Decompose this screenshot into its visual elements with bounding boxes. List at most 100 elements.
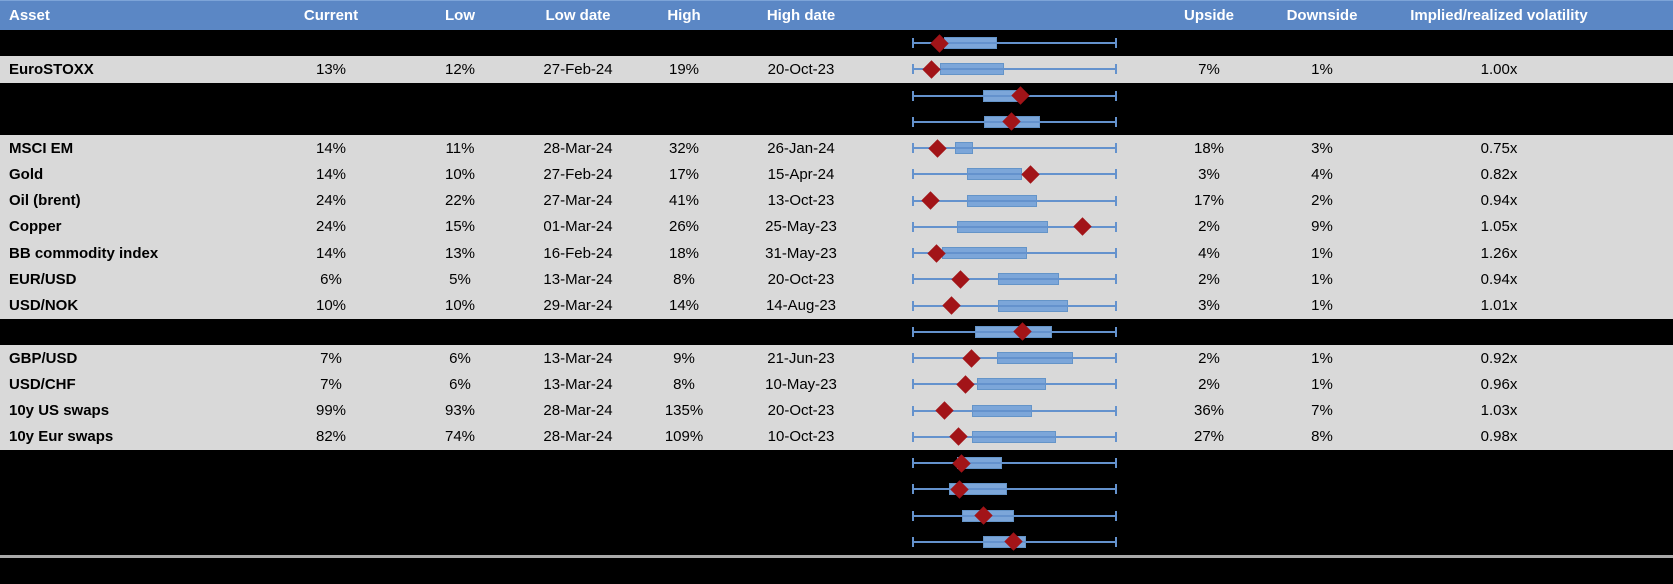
bottom-black-band	[0, 558, 1673, 584]
ivrv-cell: 0.92x	[1480, 349, 1518, 367]
downside-cell: 4%	[1311, 165, 1333, 183]
ivrv-cell: 0.96x	[1480, 375, 1518, 393]
low-cell: 6%	[449, 375, 471, 393]
upside-cell: 27%	[1193, 428, 1225, 446]
boxplot-low-cap	[912, 64, 914, 75]
high_date-cell: 15-Apr-24	[767, 165, 835, 183]
high-cell: 135%	[664, 402, 704, 420]
header-cell-label: Asset	[9, 7, 50, 24]
high-cell: 26%	[668, 218, 700, 236]
boxplot-high-cap	[1115, 38, 1117, 49]
low-cell: 5%	[449, 270, 471, 288]
ivrv-cell: 1.03x	[1480, 402, 1518, 420]
asset-row: Copper 24% 15% 01-Mar-24 26% 25-May-23 2% 9% 1.0…	[0, 213, 1673, 240]
asset-row: Gold 14% 10% 27-Feb-24 17% 15-Apr-24 3% 4% 0.82x	[0, 161, 1673, 188]
upside-cell: 7%	[1198, 60, 1220, 78]
downside-cell: 7%	[1311, 402, 1333, 420]
asset-name-cell: BB commodity index	[9, 244, 159, 262]
high_date-cell: 20-Oct-23	[767, 270, 835, 288]
high-cell: 41%	[668, 192, 700, 210]
ivrv-cell: 0.98x	[1480, 428, 1518, 446]
low_date-cell: 27-Feb-24	[543, 165, 613, 183]
low_date-cell: 28-Mar-24	[543, 139, 613, 157]
high_date-cell: 10-Oct-23	[767, 428, 835, 446]
boxplot-whisker-line	[913, 278, 1116, 281]
asset-name-cell: Copper	[9, 218, 62, 236]
header-cell-low_date: Low date	[545, 7, 611, 24]
downside-cell: 9%	[1311, 218, 1333, 236]
low_date-cell: 28-Mar-24	[543, 428, 613, 446]
asset-row: EuroSTOXX 13% 12% 27-Feb-24 19% 20-Oct-23 7% 1%…	[0, 56, 1673, 83]
current-cell: 14%	[315, 165, 347, 183]
downside-cell: 1%	[1311, 375, 1333, 393]
low_date-cell: 01-Mar-24	[543, 218, 613, 236]
asset-row: USD/CHF 7% 6% 13-Mar-24 8% 10-May-23 2% 1% 0.96x	[0, 371, 1673, 398]
header-cell-high_date: High date	[766, 7, 836, 24]
hidden-asset-row	[0, 528, 1673, 555]
low_date-cell: 27-Feb-24	[543, 60, 613, 78]
boxplot-high-cap	[1115, 510, 1117, 521]
asset-row: 10y US swaps 99% 93% 28-Mar-24 135% 20-Oct-23…	[0, 397, 1673, 424]
boxplot-whisker-line	[913, 199, 1116, 202]
ivrv-cell: 1.26x	[1480, 244, 1518, 262]
downside-cell: 8%	[1311, 428, 1333, 446]
boxplot-low-cap	[912, 169, 914, 180]
current-cell: 7%	[320, 375, 342, 393]
high_date-cell: 21-Jun-23	[767, 349, 835, 367]
current-value-diamond-icon	[934, 401, 954, 420]
boxplot-low-cap	[912, 300, 914, 311]
boxplot-whisker-line	[913, 409, 1116, 412]
high_date-cell: 14-Aug-23	[765, 297, 837, 315]
high_date-cell: 31-May-23	[765, 244, 837, 262]
boxplot-high-cap	[1115, 458, 1117, 469]
boxplot-low-cap	[912, 353, 914, 364]
boxplot-high-cap	[1115, 248, 1117, 259]
upside-cell: 17%	[1193, 192, 1225, 210]
upside-cell: 2%	[1198, 218, 1220, 236]
asset-row: BB commodity index 14% 13% 16-Feb-24 18% 31-M…	[0, 240, 1673, 267]
current-cell: 6%	[320, 270, 342, 288]
low-cell: 10%	[444, 297, 476, 315]
ivrv-cell: 1.01x	[1480, 297, 1518, 315]
boxplot-high-cap	[1115, 326, 1117, 337]
low_date-cell: 13-Mar-24	[543, 349, 613, 367]
current-value-diamond-icon	[1021, 165, 1041, 184]
header-cell-upside: Upside	[1183, 7, 1235, 24]
boxplot-low-cap	[912, 90, 914, 101]
boxplot-whisker-line	[913, 488, 1116, 491]
downside-cell: 1%	[1311, 270, 1333, 288]
downside-cell: 2%	[1311, 192, 1333, 210]
boxplot-low-cap	[912, 274, 914, 285]
low-cell: 6%	[449, 349, 471, 367]
header-cell-downside: Downside	[1286, 7, 1358, 24]
asset-row: GBP/USD 7% 6% 13-Mar-24 9% 21-Jun-23 2% 1% 0.92x	[0, 345, 1673, 372]
boxplot-whisker-line	[913, 462, 1116, 465]
low_date-cell: 27-Mar-24	[543, 192, 613, 210]
asset-row: Oil (brent) 24% 22% 27-Mar-24 41% 13-Oct-23 17…	[0, 187, 1673, 214]
high-cell: 109%	[664, 428, 704, 446]
low-cell: 13%	[444, 244, 476, 262]
downside-cell: 3%	[1311, 139, 1333, 157]
current-value-diamond-icon	[942, 296, 962, 315]
hidden-asset-row	[0, 450, 1673, 477]
ivrv-cell: 1.05x	[1480, 218, 1518, 236]
downside-cell: 1%	[1311, 244, 1333, 262]
current-value-diamond-icon	[951, 270, 971, 289]
hidden-asset-row	[0, 318, 1673, 345]
boxplot-low-cap	[912, 405, 914, 416]
current-value-diamond-icon	[920, 191, 940, 210]
low-cell: 12%	[444, 60, 476, 78]
ivrv-cell: 1.00x	[1480, 60, 1518, 78]
boxplot-high-cap	[1115, 484, 1117, 495]
current-value-diamond-icon	[948, 427, 968, 447]
boxplot-high-cap	[1115, 431, 1117, 442]
boxplot-low-cap	[912, 116, 914, 127]
asset-row: 10y Eur swaps 82% 74% 28-Mar-24 109% 10-Oct-2…	[0, 423, 1673, 450]
asset-name-cell: Oil (brent)	[9, 192, 81, 210]
ivrv-cell: 0.94x	[1480, 270, 1518, 288]
current-value-diamond-icon	[961, 348, 981, 368]
current-cell: 24%	[315, 192, 347, 210]
boxplot-high-cap	[1115, 405, 1117, 416]
downside-cell: 1%	[1311, 60, 1333, 78]
